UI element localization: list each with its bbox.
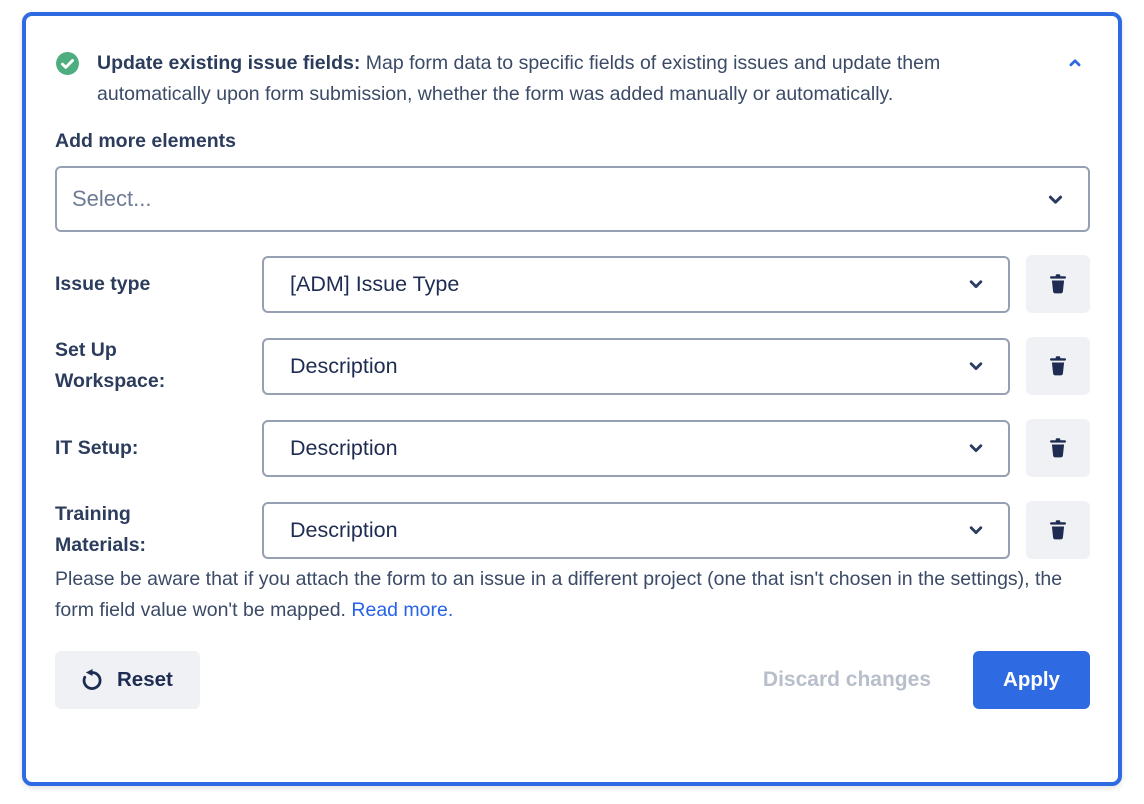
apply-button[interactable]: Apply [973, 651, 1090, 709]
mapping-field-select[interactable]: Description [262, 337, 1010, 395]
panel-description: Update existing issue fields: Map form d… [97, 48, 1060, 110]
mapping-row-training-materials: Training Materials: Description [55, 499, 1090, 561]
trash-icon [1046, 436, 1070, 460]
chevron-down-icon [966, 356, 986, 376]
mapping-field-value: [ADM] Issue Type [290, 271, 460, 296]
reset-button-label: Reset [117, 668, 173, 691]
add-more-elements-label: Add more elements [55, 130, 236, 152]
delete-mapping-button[interactable] [1026, 501, 1090, 559]
mapping-label: Issue type [55, 272, 151, 295]
collapse-button[interactable] [1060, 48, 1090, 78]
delete-mapping-button[interactable] [1026, 419, 1090, 477]
mapping-field-select[interactable]: Description [262, 501, 1010, 559]
panel-description-text: Map form data to specific fields of exis… [97, 52, 941, 105]
update-issue-fields-panel: Update existing issue fields: Map form d… [22, 12, 1122, 786]
mapping-field-select[interactable]: Description [262, 419, 1010, 477]
chevron-up-icon [1066, 54, 1084, 72]
note-text: Please be aware that if you attach the f… [55, 568, 1063, 621]
mapping-field-value: Description [290, 435, 398, 460]
mapping-label: Set Up Workspace: [55, 339, 166, 392]
add-element-select-placeholder: Select... [72, 186, 152, 211]
panel-header: Update existing issue fields: Map form d… [55, 48, 1090, 110]
mapping-label: IT Setup: [55, 436, 139, 459]
field-mapping-list: Issue type [ADM] Issue Type [55, 255, 1090, 561]
mapping-warning-note: Please be aware that if you attach the f… [55, 564, 1090, 626]
panel-title: Update existing issue fields: [97, 52, 361, 74]
mapping-field-value: Description [290, 353, 398, 378]
mapping-row-it-setup: IT Setup: Description [55, 419, 1090, 477]
discard-changes-button[interactable]: Discard changes [762, 668, 931, 691]
add-element-select[interactable]: Select... [55, 166, 1090, 232]
trash-icon [1046, 354, 1070, 378]
mapping-field-select[interactable]: [ADM] Issue Type [262, 255, 1010, 313]
mapping-field-value: Description [290, 517, 398, 542]
delete-mapping-button[interactable] [1026, 337, 1090, 395]
chevron-down-icon [966, 438, 986, 458]
mapping-row-issue-type: Issue type [ADM] Issue Type [55, 255, 1090, 313]
chevron-down-icon [1045, 189, 1066, 210]
trash-icon [1046, 518, 1070, 542]
trash-icon [1046, 272, 1070, 296]
check-circle-icon [55, 51, 80, 76]
chevron-down-icon [966, 274, 986, 294]
delete-mapping-button[interactable] [1026, 255, 1090, 313]
mapping-row-set-up-workspace: Set Up Workspace: Description [55, 335, 1090, 397]
mapping-label: Training Materials: [55, 503, 147, 556]
reset-icon [79, 668, 104, 693]
reset-button[interactable]: Reset [55, 651, 200, 709]
read-more-link[interactable]: Read more. [351, 599, 454, 621]
chevron-down-icon [966, 520, 986, 540]
panel-footer: Reset Discard changes Apply [55, 651, 1090, 709]
